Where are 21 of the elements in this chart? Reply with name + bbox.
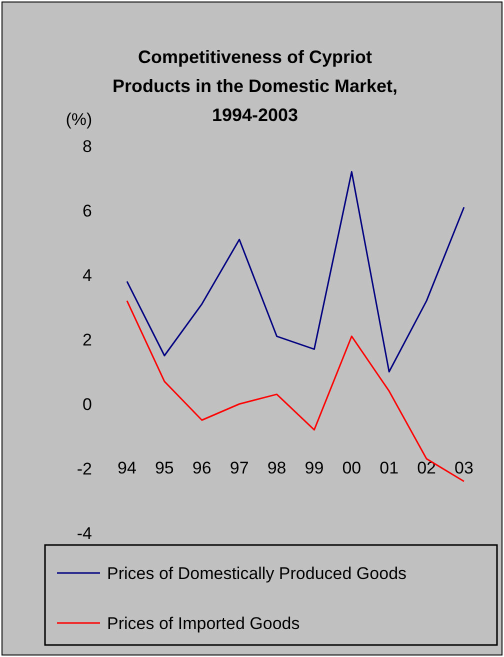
x-tick-label: 01 <box>380 458 399 478</box>
legend-label: Prices of Imported Goods <box>107 614 300 633</box>
x-tick-label: 98 <box>267 458 286 478</box>
x-tick-label: 96 <box>192 458 212 478</box>
y-tick-label: -4 <box>76 524 92 543</box>
x-tick-label: 97 <box>230 458 249 478</box>
x-tick-label: 99 <box>304 458 324 478</box>
legend-label: Prices of Domestically Produced Goods <box>107 564 407 583</box>
x-tick-label: 00 <box>342 458 362 478</box>
x-tick-label: 03 <box>454 458 474 478</box>
y-tick-label: 4 <box>82 266 92 285</box>
y-tick-label: 6 <box>82 202 92 220</box>
y-tick-label: -2 <box>76 460 92 478</box>
x-tick-label: 95 <box>154 458 174 478</box>
y-tick-label: 2 <box>82 330 92 350</box>
y-tick-label: 0 <box>82 395 92 414</box>
line-series <box>126 171 465 372</box>
y-tick-label: 8 <box>82 137 92 156</box>
x-tick-label: 94 <box>118 458 136 478</box>
chart-title: Competitiveness of Cypriot Products in the Domestic Market, 1994-2003 <box>112 47 398 125</box>
y-axis-title: (%) <box>66 110 92 129</box>
